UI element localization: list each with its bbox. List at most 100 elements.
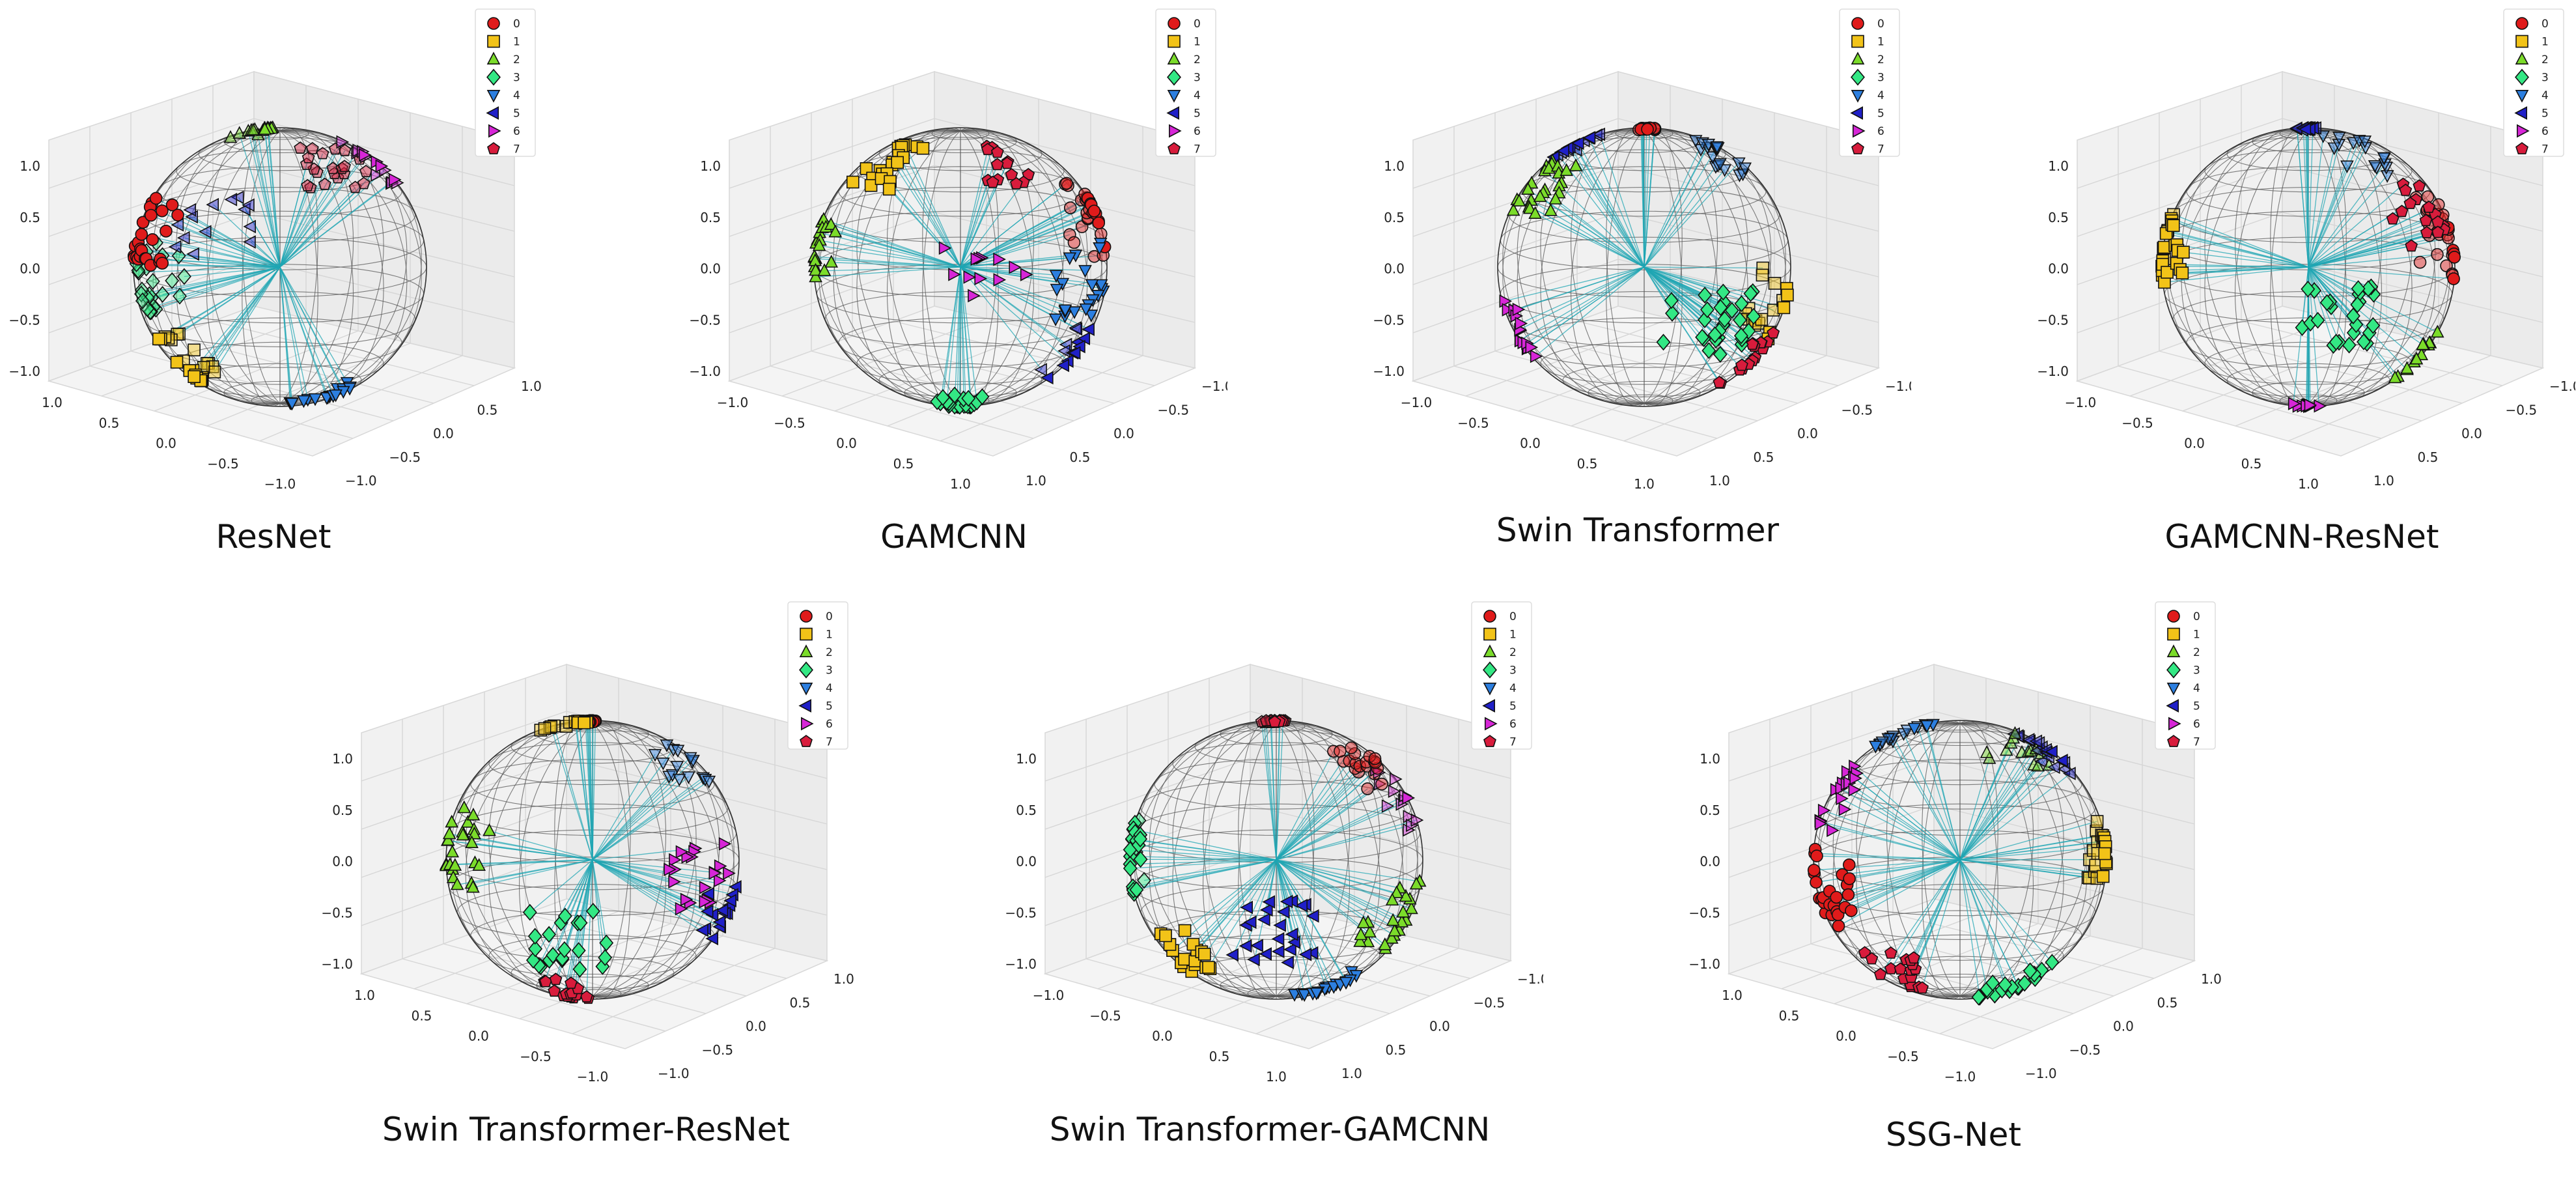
x-tick-label: 0.5 bbox=[893, 456, 914, 472]
legend-label: 3 bbox=[826, 664, 833, 677]
subfigure-caption: Swin Transformer-GAMCNN bbox=[996, 1111, 1543, 1148]
z-tick-label: 1.0 bbox=[1384, 158, 1405, 174]
z-tick-label: −1.0 bbox=[1688, 956, 1720, 972]
data-point-class-1 bbox=[1782, 289, 1793, 301]
sphere-plot-svg: 1.00.50.0−0.5−1.01.00.50.0−0.5−1.0−1.0−0… bbox=[1680, 593, 2227, 1107]
z-tick-label: 1.0 bbox=[332, 751, 353, 767]
data-point-class-0 bbox=[2431, 249, 2443, 261]
legend-label: 3 bbox=[1509, 664, 1517, 677]
legend-label: 3 bbox=[2193, 664, 2200, 677]
sphere-plot-svg: 1.00.50.0−0.5−1.01.00.50.0−0.5−1.0−1.0−0… bbox=[313, 593, 860, 1107]
data-point-class-0 bbox=[1830, 892, 1842, 903]
z-tick-label: 0.0 bbox=[20, 261, 40, 277]
y-tick-label: 1.0 bbox=[521, 378, 542, 394]
data-point-class-0 bbox=[1843, 873, 1855, 885]
y-tick-label: −1.0 bbox=[1517, 971, 1543, 987]
y-tick-label: 1.0 bbox=[1341, 1066, 1362, 1081]
z-tick-label: −0.5 bbox=[1688, 905, 1720, 920]
data-point-class-0 bbox=[147, 234, 158, 246]
subfigure-caption: Swin Transformer-ResNet bbox=[313, 1111, 860, 1148]
data-point-class-0 bbox=[2448, 273, 2459, 285]
subfigure-caption: ResNet bbox=[0, 518, 547, 556]
legend-marker-0 bbox=[1852, 18, 1864, 29]
data-point-class-1 bbox=[1756, 269, 1768, 281]
legend-label: 6 bbox=[1877, 125, 1884, 138]
data-point-class-1 bbox=[2159, 242, 2170, 253]
legend-label: 1 bbox=[513, 36, 520, 49]
x-tick-label: −1.0 bbox=[1401, 395, 1433, 410]
legend-label: 3 bbox=[2541, 72, 2549, 85]
data-point-class-1 bbox=[539, 722, 550, 734]
z-tick-label: −0.5 bbox=[321, 905, 353, 920]
legend-label: 2 bbox=[1194, 53, 1201, 66]
legend-label: 0 bbox=[1194, 18, 1201, 31]
data-point-class-1 bbox=[2168, 220, 2179, 231]
feature-ray bbox=[1141, 859, 1276, 860]
legend-label: 2 bbox=[2193, 646, 2200, 659]
data-point-class-1 bbox=[1769, 277, 1781, 289]
legend-marker-0 bbox=[488, 18, 499, 29]
data-point-class-0 bbox=[145, 210, 157, 221]
z-tick-label: 0.5 bbox=[1700, 803, 1720, 818]
data-point-class-1 bbox=[171, 356, 183, 368]
legend-label: 4 bbox=[1194, 89, 1201, 102]
legend-marker-1 bbox=[1484, 629, 1496, 640]
z-tick-label: −0.5 bbox=[8, 312, 40, 328]
data-point-class-1 bbox=[208, 366, 220, 378]
x-tick-label: 1.0 bbox=[950, 476, 971, 492]
y-tick-label: −0.5 bbox=[389, 449, 421, 465]
x-tick-label: −1.0 bbox=[577, 1069, 609, 1085]
data-point-class-0 bbox=[2414, 257, 2426, 268]
x-tick-label: 1.0 bbox=[1266, 1069, 1287, 1085]
x-tick-label: −0.5 bbox=[1457, 415, 1489, 431]
z-tick-label: 0.0 bbox=[1700, 854, 1720, 870]
legend-label: 0 bbox=[1877, 18, 1884, 31]
y-tick-label: 0.0 bbox=[1113, 426, 1134, 442]
data-point-class-0 bbox=[135, 229, 147, 240]
z-tick-label: 1.0 bbox=[1700, 751, 1720, 767]
data-point-class-1 bbox=[2099, 848, 2110, 860]
subfigure-caption: SSG-Net bbox=[1680, 1116, 2227, 1154]
legend-label: 7 bbox=[1877, 143, 1884, 156]
legend-marker-1 bbox=[1852, 36, 1864, 48]
legend-label: 1 bbox=[1509, 629, 1517, 642]
x-tick-label: 0.0 bbox=[1836, 1029, 1856, 1044]
data-point-class-0 bbox=[1065, 202, 1076, 214]
x-tick-label: 0.0 bbox=[1152, 1029, 1173, 1044]
legend-box bbox=[1840, 9, 1899, 156]
legend-marker-0 bbox=[2168, 610, 2179, 622]
data-point-class-0 bbox=[1334, 745, 1346, 757]
y-tick-label: −0.5 bbox=[2506, 402, 2538, 418]
data-point-class-0 bbox=[2448, 251, 2460, 263]
y-tick-label: 1.0 bbox=[833, 971, 854, 987]
legend-label: 1 bbox=[826, 629, 833, 642]
z-tick-label: 1.0 bbox=[1016, 751, 1037, 767]
legend-label: 0 bbox=[2193, 610, 2200, 623]
subfigure-caption: GAMCNN-ResNet bbox=[2028, 518, 2575, 556]
x-tick-label: −0.5 bbox=[774, 415, 805, 431]
y-tick-label: −1.0 bbox=[658, 1066, 690, 1081]
data-point-class-0 bbox=[160, 225, 172, 237]
legend-label: 5 bbox=[513, 107, 520, 121]
data-point-class-1 bbox=[1199, 948, 1211, 960]
data-point-class-1 bbox=[1179, 954, 1190, 965]
x-tick-label: 1.0 bbox=[42, 395, 63, 410]
x-tick-label: 1.0 bbox=[1634, 476, 1655, 492]
legend-marker-0 bbox=[1484, 610, 1496, 622]
z-tick-label: 0.0 bbox=[2048, 261, 2069, 277]
data-point-class-1 bbox=[1160, 930, 1171, 942]
x-tick-label: 0.5 bbox=[412, 1008, 432, 1023]
data-point-class-0 bbox=[1808, 864, 1820, 876]
y-tick-label: 0.0 bbox=[746, 1019, 766, 1034]
data-point-class-0 bbox=[2422, 191, 2433, 203]
legend-box bbox=[475, 9, 535, 156]
